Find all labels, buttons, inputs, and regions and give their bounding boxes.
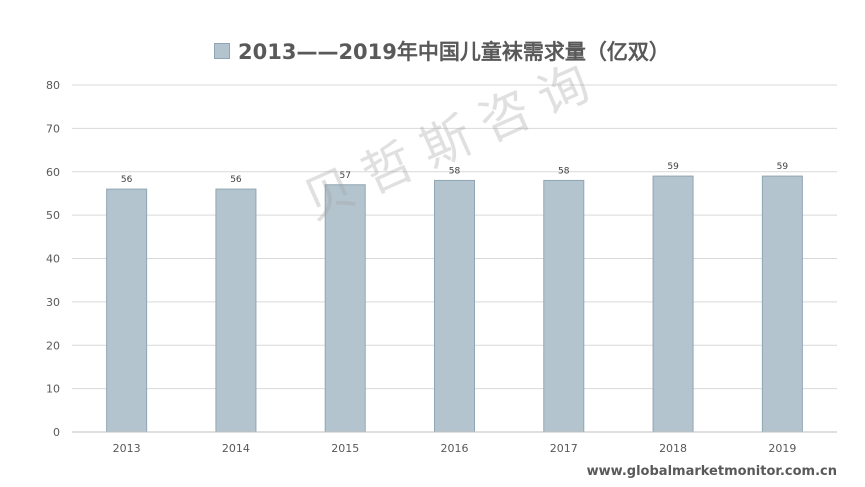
bar (652, 175, 694, 433)
x-tick-label: 2019 (768, 442, 796, 455)
data-label: 57 (339, 171, 350, 181)
x-tick-label: 2015 (331, 442, 359, 455)
data-label: 59 (667, 162, 679, 172)
y-tick-label: 70 (46, 122, 60, 135)
bar (761, 175, 803, 433)
y-tick-label: 60 (46, 166, 60, 179)
legend-label: 2013——2019年中国儿童袜需求量（亿双） (238, 40, 670, 64)
bars (106, 175, 803, 433)
legend-swatch (214, 43, 230, 59)
y-tick-label: 40 (46, 253, 60, 266)
x-axis-ticks: 2013 2014 2015 2016 2017 2018 2019 (113, 442, 797, 455)
x-tick-label: 2014 (222, 442, 250, 455)
data-label: 58 (449, 166, 461, 176)
bar (543, 179, 585, 433)
y-tick-label: 30 (46, 296, 60, 309)
bar (106, 188, 148, 433)
y-tick-label: 20 (46, 339, 60, 352)
bar (215, 188, 257, 433)
x-tick-label: 2016 (441, 442, 469, 455)
data-label: 59 (777, 162, 789, 172)
bar (324, 184, 366, 433)
bar (434, 179, 475, 433)
x-tick-label: 2017 (550, 442, 578, 455)
x-tick-label: 2013 (113, 442, 141, 455)
x-tick-label: 2018 (659, 442, 687, 455)
data-label: 56 (230, 175, 242, 185)
legend: 2013——2019年中国儿童袜需求量（亿双） (214, 36, 670, 66)
y-tick-label: 50 (46, 209, 60, 222)
data-labels: 56 56 57 58 58 59 59 (121, 162, 788, 185)
data-label: 56 (121, 175, 133, 185)
data-label: 58 (558, 166, 570, 176)
y-tick-label: 0 (53, 426, 60, 439)
y-axis-ticks: 0 10 20 30 40 50 60 70 80 (46, 79, 60, 439)
y-tick-label: 10 (46, 383, 60, 396)
y-tick-label: 80 (46, 79, 60, 92)
source-url: www.globalmarketmonitor.com.cn (586, 464, 837, 479)
